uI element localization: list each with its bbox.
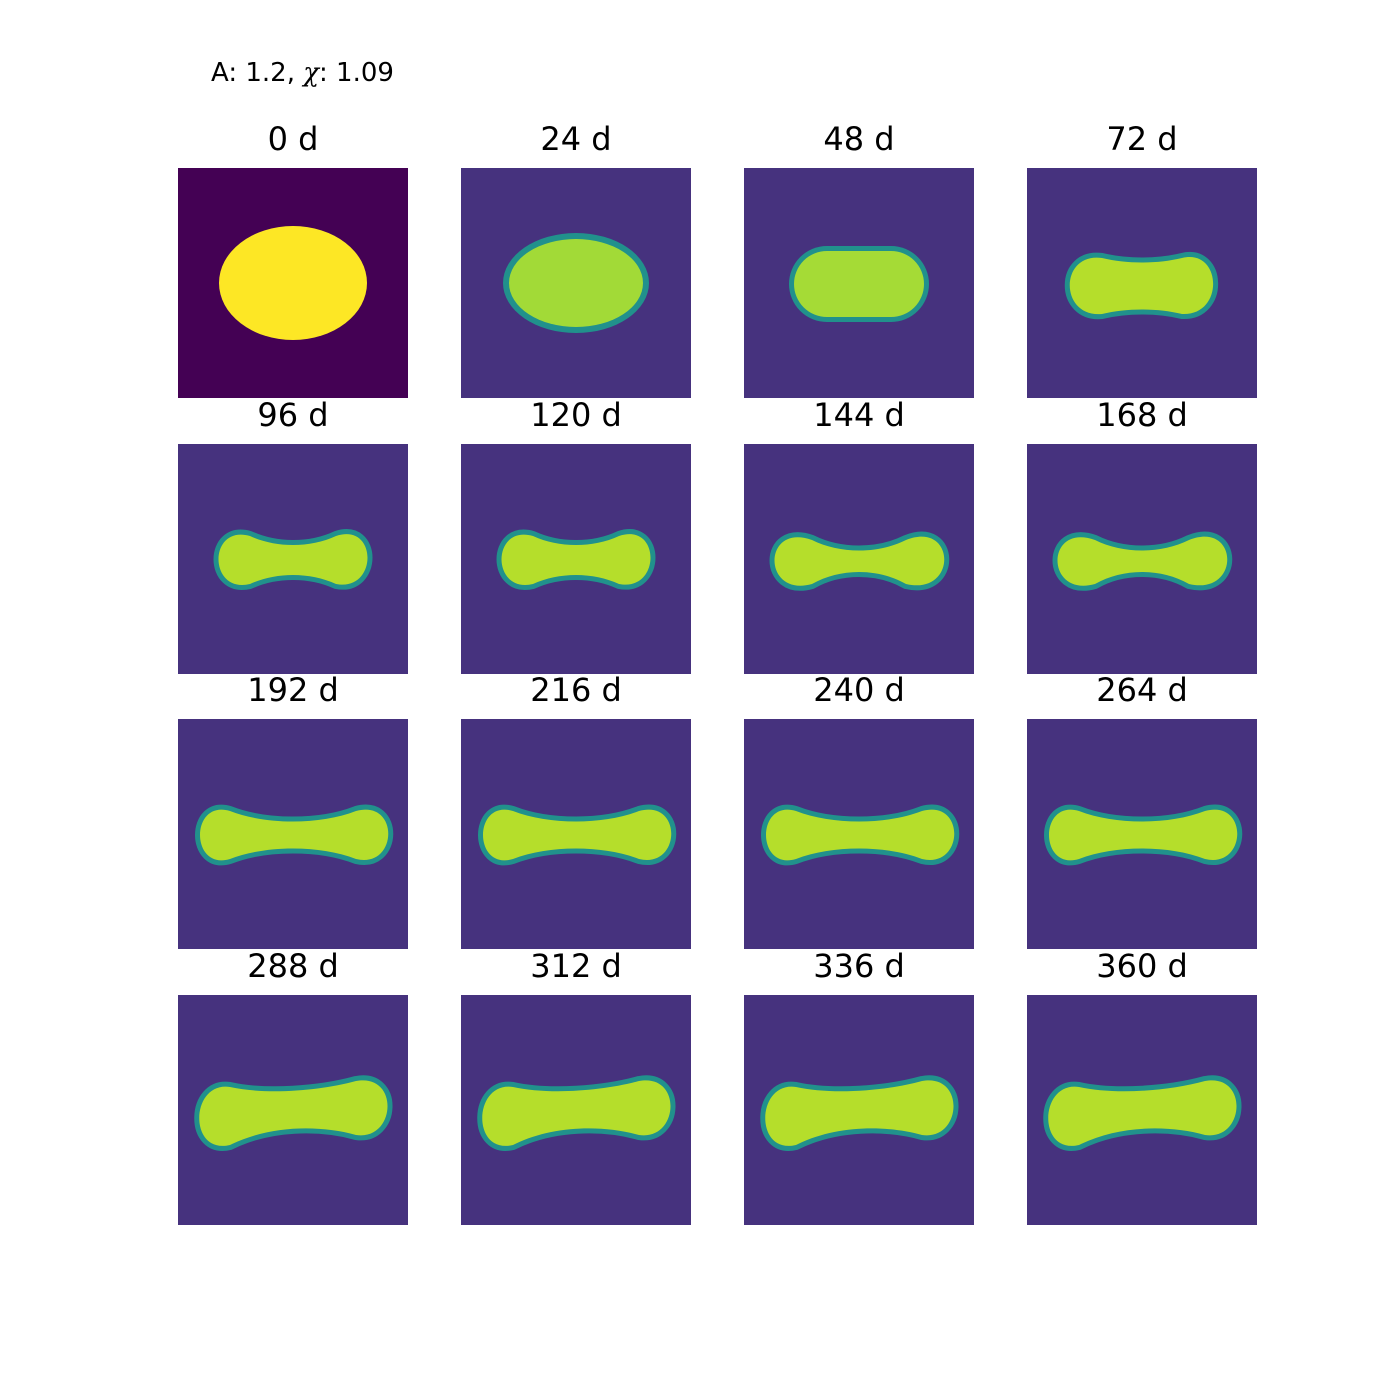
tumor-blob: [765, 1080, 954, 1146]
panel-0d: 0 d: [178, 121, 408, 398]
tumor-blob: [774, 536, 945, 586]
panel-title: 192 d: [247, 671, 339, 709]
tumor-blob: [483, 809, 672, 861]
tumor-blob: [200, 809, 389, 861]
tumor-blob: [509, 239, 643, 327]
tumor-blob: [199, 1080, 388, 1146]
simulation-image: [1027, 719, 1257, 949]
panel-120d: 120 d: [461, 397, 691, 674]
simulation-image: [178, 719, 408, 949]
simulation-image: [461, 995, 691, 1225]
panel-264d: 264 d: [1027, 672, 1257, 949]
tumor-blob: [501, 534, 651, 585]
simulation-image: [461, 444, 691, 674]
panel-336d: 336 d: [744, 948, 974, 1225]
panel-title: 0 d: [267, 120, 319, 158]
panel-title: 24 d: [540, 120, 612, 158]
tumor-blob: [218, 534, 368, 585]
figure-title: A: 1.2, χ: 1.09: [211, 58, 394, 88]
panel-title: 96 d: [257, 396, 329, 434]
tumor-blob: [1069, 256, 1214, 315]
tumor-blob: [1057, 536, 1228, 586]
simulation-image: [744, 168, 974, 398]
panel-title: 216 d: [530, 671, 622, 709]
chi-symbol: χ: [303, 58, 319, 88]
panel-title: 312 d: [530, 947, 622, 985]
panel-312d: 312 d: [461, 948, 691, 1225]
panel-title: 120 d: [530, 396, 622, 434]
simulation-image: [1027, 444, 1257, 674]
panel-192d: 192 d: [178, 672, 408, 949]
simulation-image: [1027, 168, 1257, 398]
tumor-blob: [1048, 1080, 1237, 1146]
panel-144d: 144 d: [744, 397, 974, 674]
simulation-image: [178, 444, 408, 674]
tumor-blob: [766, 809, 955, 861]
tumor-blob: [1049, 809, 1238, 861]
panel-title: 72 d: [1106, 120, 1178, 158]
tumor-blob: [794, 251, 924, 317]
title-suffix: : 1.09: [319, 58, 394, 88]
panel-240d: 240 d: [744, 672, 974, 949]
simulation-image: [461, 168, 691, 398]
simulation-image: [178, 168, 408, 398]
panel-title: 48 d: [823, 120, 895, 158]
simulation-image: [744, 719, 974, 949]
panel-title: 168 d: [1096, 396, 1188, 434]
panel-48d: 48 d: [744, 121, 974, 398]
panel-title: 240 d: [813, 671, 905, 709]
simulation-image: [1027, 995, 1257, 1225]
panel-title: 144 d: [813, 396, 905, 434]
simulation-image: [744, 995, 974, 1225]
panel-72d: 72 d: [1027, 121, 1257, 398]
panel-168d: 168 d: [1027, 397, 1257, 674]
panel-title: 336 d: [813, 947, 905, 985]
panel-24d: 24 d: [461, 121, 691, 398]
simulation-image: [744, 444, 974, 674]
panel-360d: 360 d: [1027, 948, 1257, 1225]
tumor-blob: [482, 1080, 671, 1146]
title-prefix: A: 1.2,: [211, 58, 304, 88]
panel-288d: 288 d: [178, 948, 408, 1225]
simulation-image: [461, 719, 691, 949]
panel-96d: 96 d: [178, 397, 408, 674]
panel-216d: 216 d: [461, 672, 691, 949]
panel-title: 264 d: [1096, 671, 1188, 709]
simulation-image: [178, 995, 408, 1225]
panel-title: 288 d: [247, 947, 339, 985]
tumor-blob: [219, 226, 367, 340]
panel-title: 360 d: [1096, 947, 1188, 985]
